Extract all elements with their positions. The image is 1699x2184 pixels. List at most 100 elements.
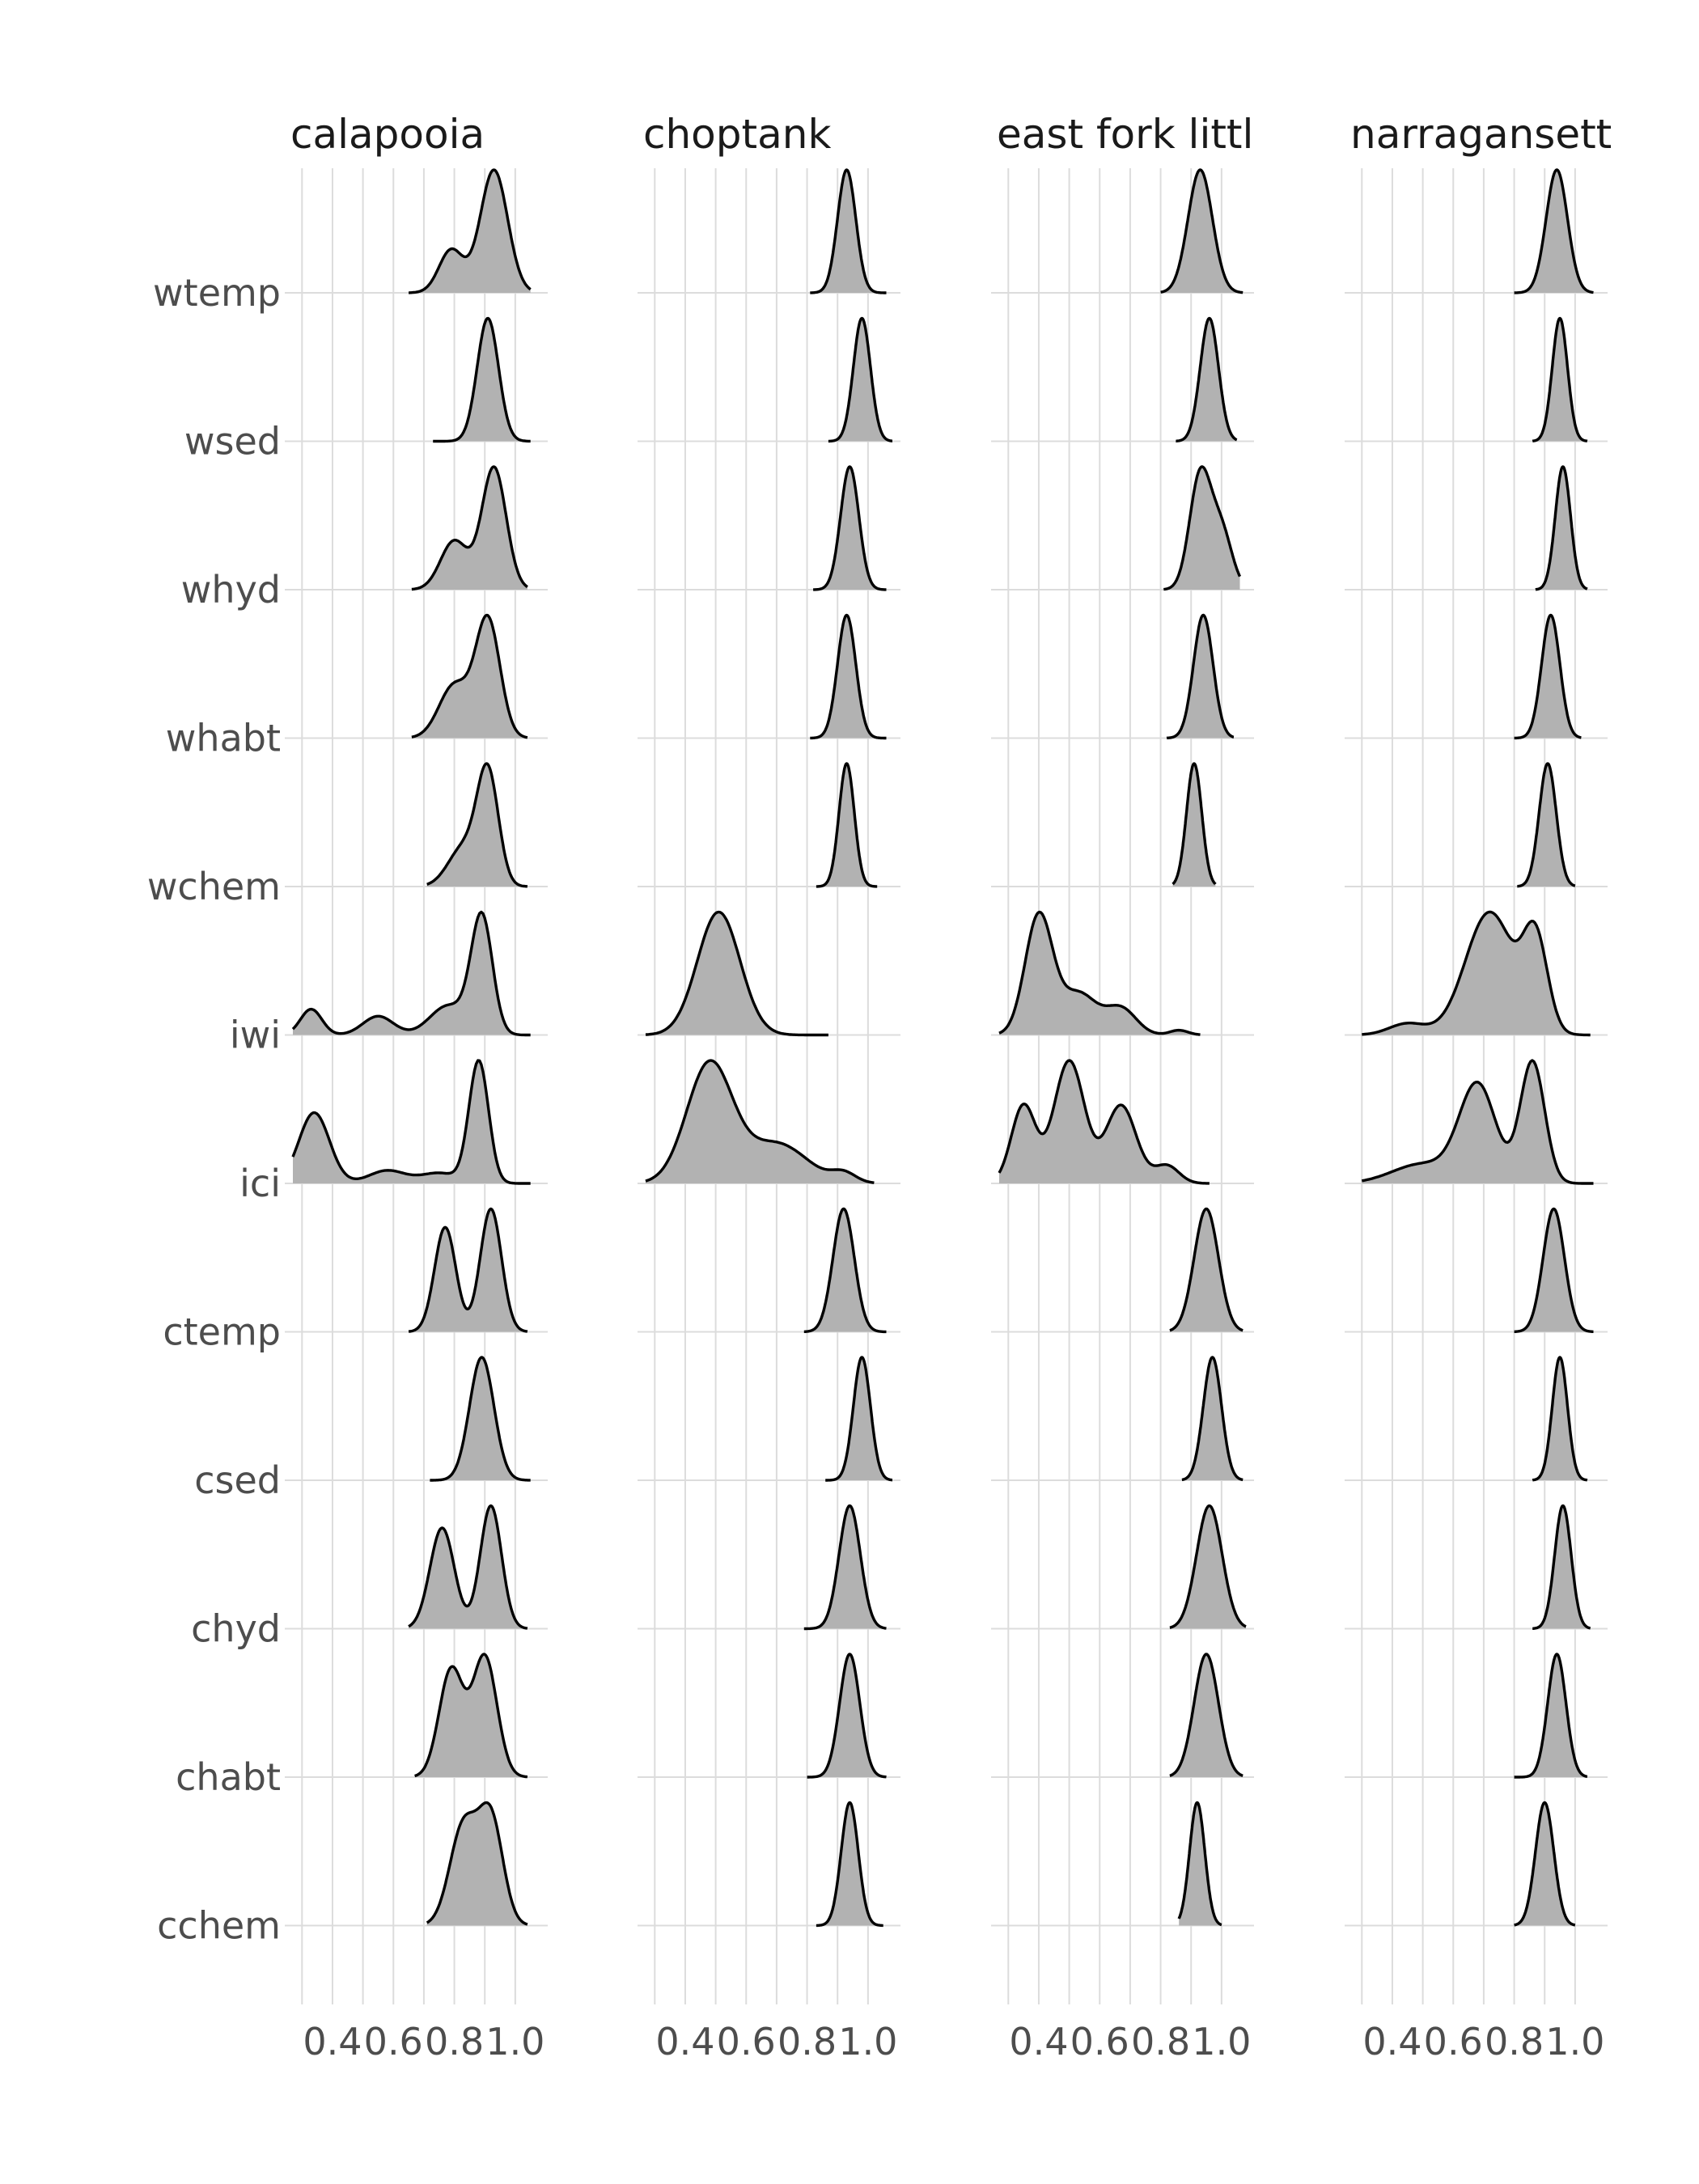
x-tick-label: 0.8 — [425, 2020, 484, 2063]
ridge-fill-calapooia-wchem — [426, 764, 527, 887]
x-tick-label: 0.4 — [655, 2020, 714, 2063]
ridge-line-narragansett-wsed — [1531, 316, 1589, 442]
ridge-fill-choptank-wsed — [828, 318, 892, 442]
ridge-fill-narragansett-ctemp — [1514, 1208, 1594, 1332]
ridge-line-choptank-cchem — [815, 1801, 884, 1928]
ridge-line-choptank-wchem — [815, 762, 879, 888]
ridge-fill-narragansett-ici — [1362, 1060, 1594, 1183]
ridge-fill-choptank-iwi — [646, 912, 828, 1035]
ridge-fill-choptank-wtemp — [810, 170, 887, 293]
ridge-fill-choptank-ctemp — [803, 1208, 887, 1332]
ridge-line-narragansett-wchem — [1516, 762, 1577, 888]
x-tick-label: 0.6 — [717, 2020, 776, 2063]
x-tick-label: 0.6 — [1070, 2020, 1129, 2063]
x-tick-label: 0.8 — [1131, 2020, 1190, 2063]
ridge-line-east-fork-littl-wsed — [1175, 316, 1238, 442]
ridge-layer — [291, 168, 1595, 1928]
ridge-line-east-fork-littl-chabt — [1168, 1653, 1244, 1777]
ridge-line-east-fork-littl-iwi — [998, 910, 1201, 1036]
ridge-fill-east-fork-littl-ici — [999, 1060, 1210, 1183]
ridge-line-narragansett-chyd — [1532, 1504, 1591, 1630]
ridge-line-east-fork-littl-chyd — [1168, 1504, 1247, 1629]
ridge-fill-calapooia-whabt — [411, 615, 527, 739]
ridge-line-narragansett-whabt — [1513, 613, 1582, 740]
ridge-line-calapooia-wsed — [432, 316, 532, 443]
ridge-fill-calapooia-csed — [430, 1357, 531, 1480]
ridge-line-narragansett-wtemp — [1513, 168, 1595, 294]
ridge-line-choptank-chabt — [806, 1653, 888, 1779]
ridge-line-narragansett-whyd — [1534, 465, 1589, 591]
ridge-fill-choptank-ici — [646, 1060, 875, 1183]
ridge-line-east-fork-littl-whabt — [1166, 613, 1235, 740]
ridge-line-east-fork-littl-cchem — [1177, 1801, 1223, 1927]
ridge-line-calapooia-wtemp — [408, 168, 532, 294]
ridge-fill-narragansett-chabt — [1514, 1654, 1587, 1777]
row-label-wchem: wchem — [147, 865, 281, 908]
ridge-line-choptank-csed — [824, 1356, 894, 1482]
x-tick-label: 0.6 — [364, 2020, 423, 2063]
ridge-fill-calapooia-chyd — [409, 1505, 527, 1629]
ridge-fill-east-fork-littl-whyd — [1163, 467, 1240, 590]
row-label-whabt: whabt — [166, 717, 281, 760]
ridge-line-east-fork-littl-ctemp — [1168, 1207, 1244, 1332]
ridge-line-narragansett-iwi — [1362, 910, 1591, 1037]
ridge-fill-east-fork-littl-ctemp — [1169, 1208, 1244, 1332]
ridge-line-east-fork-littl-ici — [998, 1059, 1210, 1185]
row-label-iwi: iwi — [230, 1014, 281, 1057]
ridge-fill-calapooia-iwi — [293, 912, 531, 1035]
ridge-line-choptank-wtemp — [809, 168, 888, 294]
ridge-line-calapooia-whyd — [411, 465, 528, 591]
ridge-line-calapooia-csed — [429, 1356, 532, 1482]
ridge-fill-narragansett-whyd — [1535, 467, 1587, 590]
x-tick-label: 0.4 — [1362, 2020, 1421, 2063]
ridge-line-narragansett-ici — [1362, 1059, 1594, 1185]
row-label-wtemp: wtemp — [153, 271, 281, 315]
ridge-line-choptank-chyd — [803, 1504, 888, 1631]
x-tick-label: 1.0 — [1545, 2020, 1604, 2063]
ridge-line-choptank-wsed — [827, 316, 894, 443]
ridge-fill-narragansett-wtemp — [1514, 170, 1594, 293]
x-tick-label: 0.4 — [1009, 2020, 1068, 2063]
row-label-chabt: chabt — [176, 1755, 281, 1799]
row-label-csed: csed — [194, 1458, 281, 1502]
ridge-line-calapooia-cchem — [426, 1801, 528, 1926]
x-tick-label: 0.6 — [1424, 2020, 1483, 2063]
ridge-line-east-fork-littl-wtemp — [1159, 168, 1244, 294]
ridge-fill-east-fork-littl-iwi — [999, 912, 1201, 1035]
ridge-line-choptank-whabt — [809, 613, 888, 740]
row-label-ici: ici — [239, 1162, 281, 1205]
row-label-whyd: whyd — [181, 568, 281, 612]
ridge-fill-calapooia-chabt — [414, 1654, 527, 1777]
ridge-fill-east-fork-littl-wtemp — [1160, 170, 1244, 293]
ridge-fill-narragansett-wsed — [1532, 318, 1587, 442]
x-tick-label: 0.4 — [303, 2020, 362, 2063]
ridge-line-choptank-ctemp — [803, 1207, 888, 1334]
ridge-line-east-fork-littl-csed — [1180, 1356, 1244, 1482]
ridge-line-calapooia-ctemp — [408, 1207, 528, 1333]
ridge-fill-choptank-whyd — [813, 467, 887, 590]
ridge-fill-choptank-chabt — [807, 1654, 887, 1777]
ridge-fill-calapooia-ici — [293, 1060, 531, 1183]
x-tick-label: 0.8 — [1485, 2020, 1544, 2063]
ridge-fill-choptank-chyd — [803, 1505, 887, 1629]
ridge-fill-east-fork-littl-wsed — [1176, 318, 1237, 442]
row-label-chyd: chyd — [191, 1607, 281, 1651]
ridge-line-calapooia-wchem — [426, 762, 528, 888]
ridge-fill-narragansett-cchem — [1514, 1802, 1575, 1926]
ridge-line-calapooia-chyd — [408, 1504, 528, 1630]
ridge-fill-east-fork-littl-cchem — [1179, 1802, 1222, 1926]
ridge-line-east-fork-littl-whyd — [1163, 465, 1242, 591]
ridge-fill-east-fork-littl-wchem — [1172, 764, 1216, 887]
ridge-fill-calapooia-wsed — [433, 318, 531, 442]
ridge-line-narragansett-csed — [1531, 1356, 1589, 1482]
facet-title: east fork littl — [997, 111, 1253, 158]
facet-title: calapooia — [290, 111, 485, 158]
x-tick-label: 1.0 — [485, 2020, 544, 2063]
ridge-fill-choptank-cchem — [816, 1802, 883, 1926]
ridge-fill-narragansett-iwi — [1362, 912, 1591, 1035]
ridge-fill-narragansett-chyd — [1532, 1505, 1591, 1629]
ridge-fill-narragansett-csed — [1532, 1357, 1587, 1480]
x-tick-label: 0.8 — [777, 2020, 837, 2063]
ridge-fill-east-fork-littl-whabt — [1167, 615, 1234, 739]
ridge-line-east-fork-littl-wchem — [1172, 762, 1217, 886]
